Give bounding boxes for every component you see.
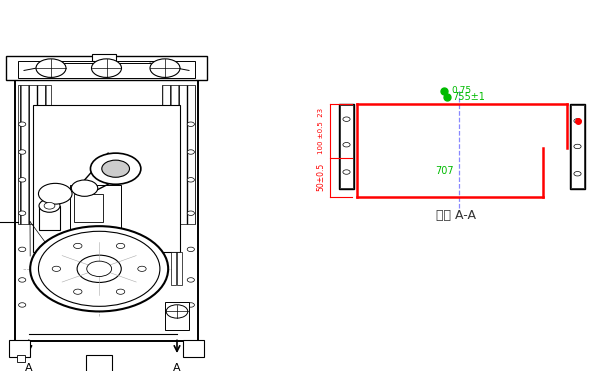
Circle shape: [19, 247, 26, 252]
Circle shape: [74, 289, 82, 294]
Bar: [17, 355, 25, 362]
Circle shape: [138, 266, 146, 272]
Circle shape: [574, 144, 581, 148]
Circle shape: [150, 59, 180, 77]
Text: A: A: [173, 363, 181, 374]
Bar: [18, 61, 195, 78]
Circle shape: [116, 289, 125, 294]
Circle shape: [19, 122, 26, 126]
Bar: [171, 252, 176, 285]
Circle shape: [116, 243, 125, 249]
Bar: [9, 340, 30, 357]
Circle shape: [187, 278, 194, 282]
Circle shape: [343, 170, 350, 174]
Circle shape: [187, 178, 194, 182]
Circle shape: [91, 59, 121, 77]
Bar: [90, 372, 108, 375]
Text: 755±1: 755±1: [452, 92, 485, 102]
Circle shape: [52, 266, 61, 272]
Circle shape: [71, 180, 98, 196]
Bar: [33, 105, 180, 252]
Circle shape: [36, 59, 66, 77]
Text: 707: 707: [434, 166, 454, 176]
Circle shape: [74, 243, 82, 249]
Bar: [86, 355, 112, 373]
Bar: [18, 85, 51, 224]
Circle shape: [19, 150, 26, 154]
Bar: [92, 54, 116, 61]
Circle shape: [187, 122, 194, 126]
Circle shape: [187, 303, 194, 307]
Bar: [39, 206, 60, 230]
Circle shape: [19, 178, 26, 182]
Text: 0.75: 0.75: [452, 86, 472, 95]
Circle shape: [38, 231, 160, 306]
Circle shape: [187, 247, 194, 252]
Bar: [70, 185, 121, 236]
Circle shape: [87, 261, 112, 276]
Bar: [340, 105, 353, 188]
Circle shape: [91, 153, 141, 184]
Bar: [6, 56, 207, 80]
Circle shape: [166, 305, 188, 318]
Text: 剑面 A-A: 剑面 A-A: [436, 209, 476, 222]
Bar: [183, 340, 204, 357]
Circle shape: [102, 160, 130, 177]
Circle shape: [574, 171, 581, 176]
Bar: [162, 85, 195, 224]
Circle shape: [19, 278, 26, 282]
Bar: [177, 252, 182, 285]
Text: 100 ±0.5  23: 100 ±0.5 23: [318, 108, 324, 154]
Circle shape: [19, 211, 26, 215]
Circle shape: [44, 202, 55, 209]
Circle shape: [574, 118, 581, 123]
Bar: [15, 63, 198, 341]
Circle shape: [187, 150, 194, 154]
Bar: [165, 302, 189, 330]
Circle shape: [187, 211, 194, 215]
Bar: [570, 104, 585, 189]
Bar: [339, 104, 354, 189]
Circle shape: [77, 255, 121, 282]
Bar: [571, 105, 584, 188]
Circle shape: [30, 226, 168, 312]
Text: A: A: [25, 363, 32, 374]
Bar: [74, 194, 103, 222]
Text: 50±0.5: 50±0.5: [317, 163, 325, 191]
Circle shape: [38, 183, 72, 204]
Circle shape: [343, 117, 350, 122]
Circle shape: [39, 199, 60, 212]
Circle shape: [343, 142, 350, 147]
Circle shape: [19, 303, 26, 307]
